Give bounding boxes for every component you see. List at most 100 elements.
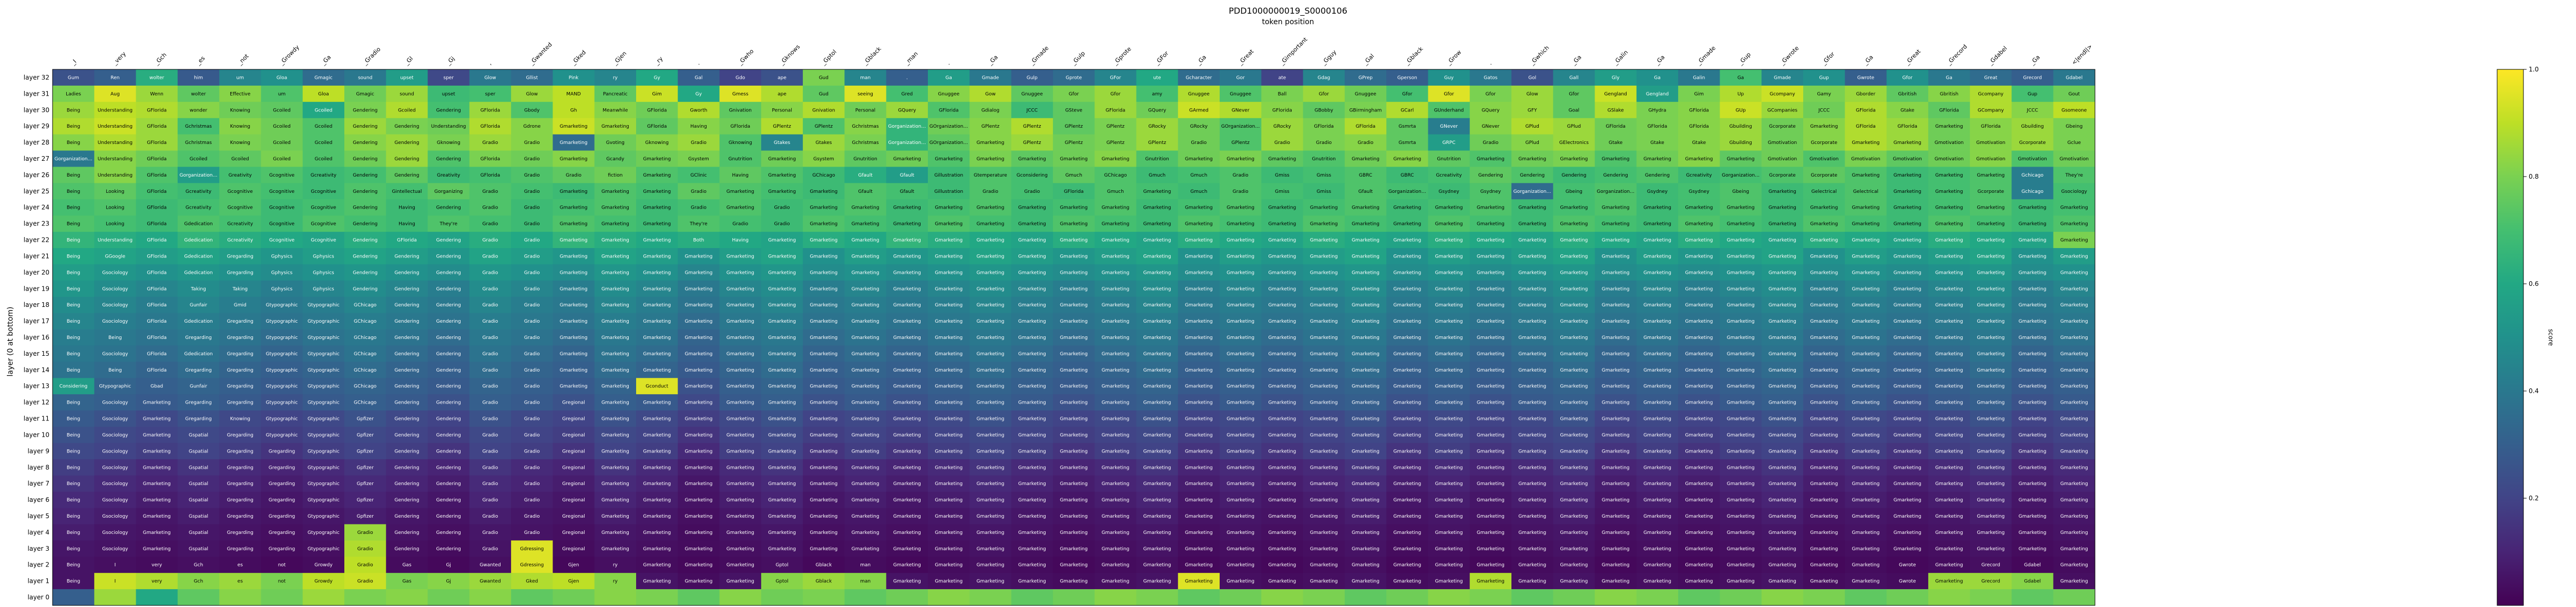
- x-tick-label: .: [945, 60, 952, 66]
- cell-label: Gmarketing: [1060, 157, 1088, 162]
- cell-label: GOrganization…: [1221, 124, 1260, 129]
- cell-label: Gcoiled: [315, 140, 333, 146]
- cell-label: Gmarketing: [1518, 547, 1546, 552]
- cell-label: Gmarketing: [643, 286, 671, 292]
- cell-label: Gmarketing: [2019, 368, 2047, 373]
- heatmap-cell: [1678, 150, 1720, 167]
- x-tick-label: _Gblack: [861, 45, 883, 67]
- heatmap-cell: [53, 167, 95, 183]
- cell-label: Gmarketing: [1769, 465, 1796, 470]
- cell-label: Gmarketing: [1852, 433, 1880, 438]
- x-tick-label: _I: [69, 58, 78, 67]
- cell-label: GPlud: [1567, 124, 1581, 129]
- cell-label: Gmarketing: [1393, 335, 1421, 341]
- cell-label: Gmarketing: [768, 189, 796, 194]
- heatmap-cell: [1553, 101, 1595, 119]
- cell-label: Gradio: [691, 205, 707, 211]
- cell-label: Gradio: [524, 368, 540, 373]
- cell-label: Gmarketing: [1935, 205, 1963, 211]
- cell-label: Gmarketing: [1935, 335, 1963, 341]
- cell-label: Gcorporate: [1811, 140, 1837, 146]
- cell-label: Gmarketing: [1269, 498, 1296, 503]
- heatmap-cell: [177, 134, 220, 151]
- heatmap-cell: [678, 199, 720, 216]
- cell-label: Gmarketing: [2060, 384, 2088, 389]
- cell-label: Gmarketing: [1810, 400, 1838, 406]
- x-tick-label: _Gptol: [820, 48, 838, 67]
- cell-label: GArmed: [1189, 108, 1209, 113]
- cell-label: Gmarketing: [643, 270, 671, 275]
- cell-label: Gmarketing: [1977, 384, 2005, 389]
- cell-label: Gchristmas: [185, 140, 212, 146]
- cell-label: Gulp: [1027, 75, 1038, 80]
- cell-label: Gmarketing: [1352, 205, 1379, 211]
- heatmap-cell: [1511, 134, 1553, 151]
- heatmap-cell: [1303, 134, 1345, 151]
- cell-label: Gmarketing: [893, 417, 921, 422]
- heatmap-cell: [427, 215, 470, 232]
- cell-label: Gregional: [562, 481, 585, 487]
- heatmap-cell: [636, 85, 678, 102]
- cell-label: Gmarketing: [2019, 352, 2047, 357]
- cell-label: Gengland: [1646, 91, 1669, 97]
- cell-label: Gmarketing: [1810, 465, 1838, 470]
- heatmap-cell: [302, 215, 345, 232]
- heatmap-cell: [1594, 183, 1637, 200]
- heatmap-cell: [511, 101, 553, 119]
- heatmap-cell: [1469, 589, 1512, 606]
- cell-label: Gmarketing: [601, 205, 629, 211]
- cell-label: Gmarketing: [810, 530, 837, 536]
- heatmap-cell: [844, 69, 887, 86]
- cell-label: Gmarketing: [1560, 498, 1588, 503]
- cell-label: Gmarketing: [935, 498, 963, 503]
- cell-label: Gphysics: [313, 270, 334, 275]
- heatmap-cell: [1052, 118, 1095, 135]
- cell-label: Gmarketing: [1477, 498, 1505, 503]
- cell-label: Gradio: [483, 335, 498, 341]
- heatmap-cell: [1594, 134, 1637, 151]
- cell-label: Gmarketing: [1310, 335, 1338, 341]
- cell-label: Gmarketing: [601, 352, 629, 357]
- cell-label: Gmarketing: [1101, 498, 1129, 503]
- cell-label: Gmarketing: [1518, 384, 1546, 389]
- cell-label: GChicago: [354, 352, 377, 357]
- cell-label: Gmarketing: [1477, 238, 1505, 243]
- cell-label: Knowing: [230, 108, 250, 113]
- cell-label: GFlorida: [1939, 108, 1959, 113]
- cell-label: Gmarketing: [1143, 433, 1171, 438]
- cell-label: Glow: [1526, 91, 1538, 97]
- heatmap-cell: [1678, 134, 1720, 151]
- heatmap-cell: [136, 183, 178, 200]
- cell-label: Gmarketing: [2019, 384, 2047, 389]
- cell-label: Gconduct: [646, 384, 668, 389]
- cell-label: Gmarketing: [685, 498, 713, 503]
- cell-label: Gtypographic: [266, 417, 298, 422]
- cell-label: Gmarketing: [1727, 319, 1755, 324]
- cell-label: Gmarketing: [1101, 579, 1129, 584]
- heatmap-cell: [553, 167, 595, 183]
- cell-label: Gmarketing: [560, 368, 588, 373]
- cell-label: Gmarketing: [1935, 238, 1963, 243]
- heatmap-cell: [2053, 134, 2095, 151]
- cell-label: Gtemperature: [974, 173, 1007, 178]
- cell-label: Gmarketing: [1810, 514, 1838, 519]
- cell-label: upset: [400, 75, 414, 80]
- heatmap-cell: [1095, 118, 1137, 135]
- heatmap-cell: [1136, 150, 1179, 167]
- cell-label: Gregional: [562, 449, 585, 454]
- cell-label: Gmarketing: [1935, 579, 1963, 584]
- y-tick-label: layer 15: [24, 350, 49, 357]
- cell-label: Gmarketing: [1977, 335, 2005, 341]
- heatmap-cell: [344, 134, 386, 151]
- cell-label: Gmarketing: [977, 481, 1005, 487]
- cell-label: GFlorida: [147, 205, 167, 211]
- cell-label: Gorganization…: [180, 173, 218, 178]
- cell-label: Gradio: [983, 189, 998, 194]
- cell-label: Being: [67, 303, 80, 308]
- cell-label: Gfor: [1569, 91, 1579, 97]
- cell-label: Gmarketing: [1852, 514, 1880, 519]
- heatmap-cell: [427, 85, 470, 102]
- x-tick-label: _Gjen: [611, 50, 628, 67]
- cell-label: Gradio: [483, 238, 498, 243]
- cell-label: Gmarketing: [1685, 481, 1713, 487]
